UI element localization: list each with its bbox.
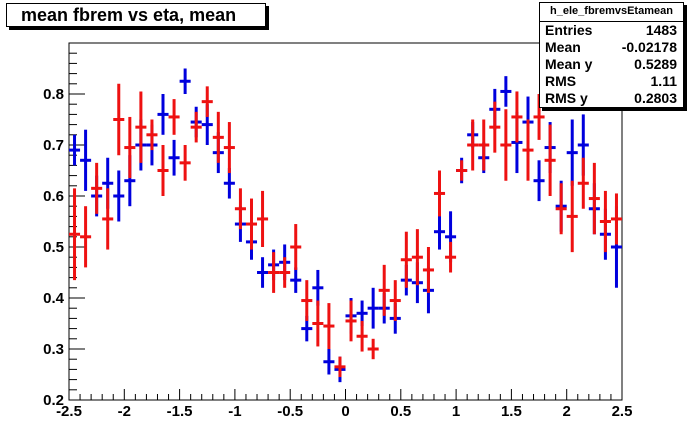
y-tick-label: 0.2	[43, 392, 64, 409]
x-tick-label: -2.5	[56, 403, 82, 420]
chart-title-text: mean fbrem vs eta, mean	[21, 5, 237, 25]
x-tick-label: -1.5	[167, 403, 193, 420]
x-tick-label: 0.5	[390, 403, 411, 420]
y-tick-label: 0.3	[43, 341, 64, 358]
stats-label: RMS	[545, 73, 577, 89]
stats-value: 0.2803	[634, 90, 677, 106]
x-tick-label: 2	[563, 403, 571, 420]
y-tick-label: 0.5	[43, 239, 64, 256]
x-tick-label: 1.5	[501, 403, 522, 420]
stats-row-mean: Mean -0.02178	[540, 39, 683, 56]
x-tick-label: -1	[228, 403, 241, 420]
y-tick-label: 0.6	[43, 188, 64, 205]
y-tick-label: 0.4	[43, 290, 65, 307]
stats-label: Mean	[545, 39, 581, 55]
stats-label: Mean y	[545, 56, 593, 72]
chart-title: mean fbrem vs eta, mean	[6, 3, 266, 27]
stats-box: h_ele_fbremvsEtamean Entries 1483 Mean -…	[539, 2, 684, 108]
stats-value: 0.5289	[634, 56, 677, 72]
stats-value: 1483	[645, 22, 677, 38]
x-tick-label: 2.5	[612, 403, 633, 420]
stats-value: 1.11	[650, 73, 677, 89]
stats-row-entries: Entries 1483	[540, 22, 683, 39]
plot-frame	[68, 42, 623, 401]
stats-value: -0.02178	[621, 39, 677, 55]
stats-row-rms-y: RMS y 0.2803	[540, 90, 683, 107]
stats-histogram-name: h_ele_fbremvsEtamean	[540, 3, 683, 22]
stats-row-rms: RMS 1.11	[540, 73, 683, 90]
x-tick-label: 1	[452, 403, 460, 420]
stats-label: Entries	[545, 22, 593, 38]
stats-label: RMS y	[545, 90, 588, 106]
y-tick-label: 0.7	[43, 137, 64, 154]
stats-row-mean-y: Mean y 0.5289	[540, 56, 683, 73]
x-tick-label: -2	[118, 403, 131, 420]
y-tick-label: 0.8	[43, 86, 64, 103]
x-tick-label: 0	[341, 403, 349, 420]
x-tick-label: -0.5	[277, 403, 303, 420]
